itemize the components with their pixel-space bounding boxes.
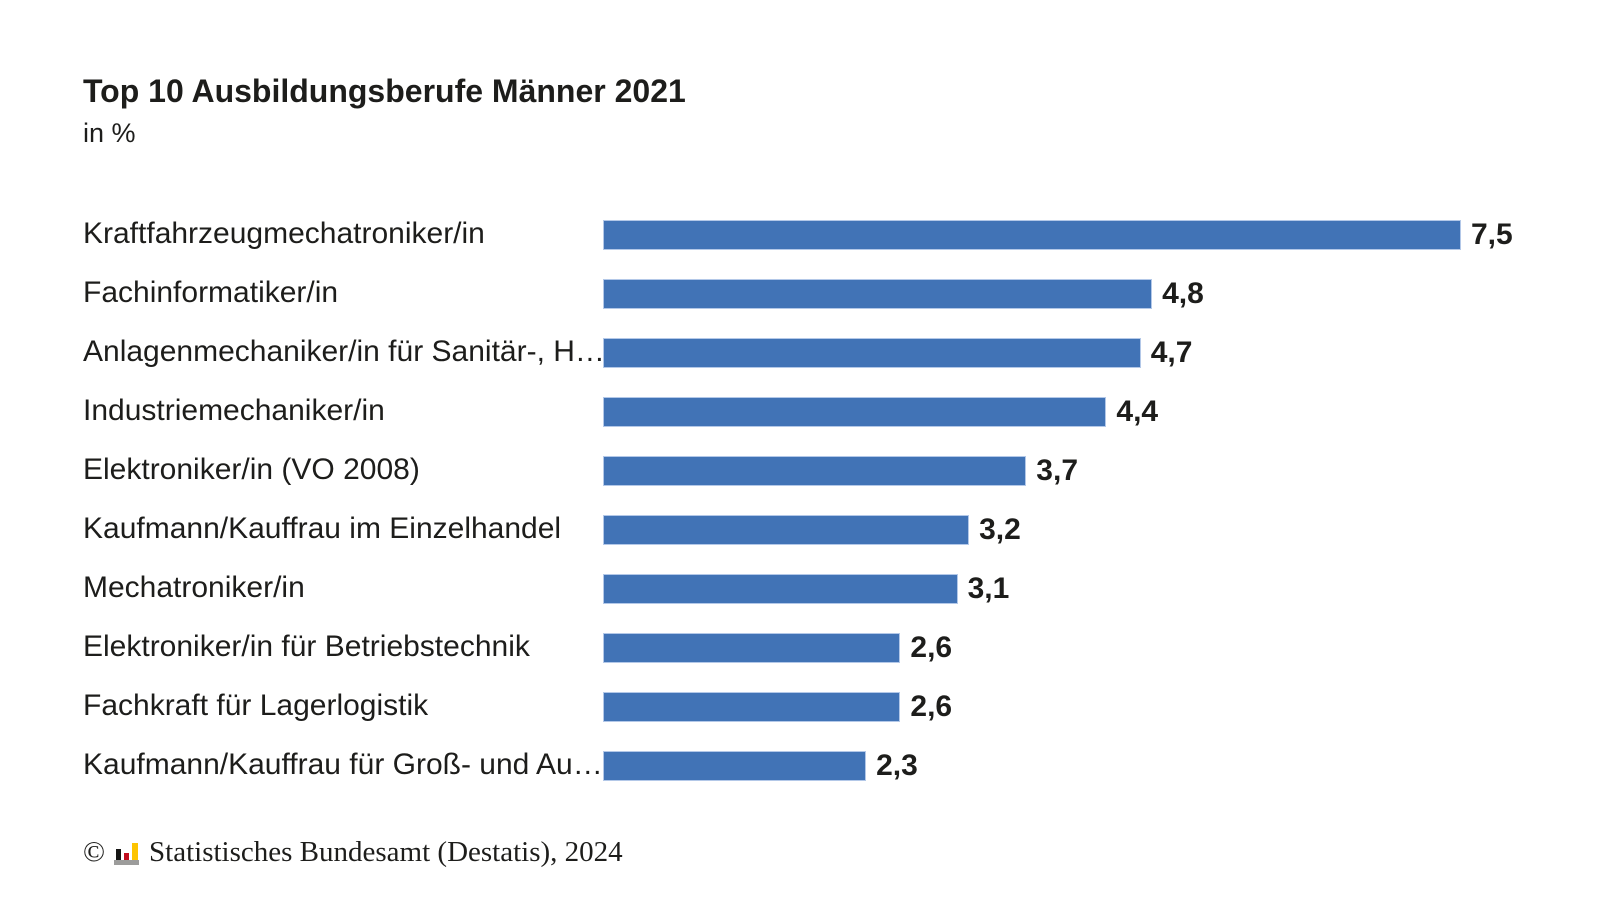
- bar[interactable]: [603, 573, 958, 604]
- value-label: 3,1: [967, 571, 1010, 605]
- bar[interactable]: [603, 691, 901, 722]
- bar-track: 4,8: [603, 276, 1563, 310]
- bar-track: 4,7: [603, 335, 1563, 369]
- logo-red-bar: [124, 853, 130, 861]
- category-label: Fachinformatiker/in: [83, 276, 339, 310]
- logo-base-bar: [114, 860, 140, 866]
- bar-chart: Kraftfahrzeugmechatroniker/in 7,5 Fachinfo…: [83, 205, 1563, 795]
- category-label: Elektroniker/in für Betriebstechnik: [83, 630, 530, 664]
- category-label: Kaufmann/Kauffrau im Einzelhandel: [83, 512, 562, 546]
- category-label: Mechatroniker/in: [83, 571, 305, 605]
- chart-subtitle: in %: [83, 118, 136, 148]
- category-label: Fachkraft für Lagerlogistik: [83, 689, 429, 723]
- bar-track: 3,2: [603, 512, 1563, 546]
- bar[interactable]: [603, 278, 1153, 309]
- bar-track: 2,6: [603, 630, 1563, 664]
- value-label: 4,8: [1162, 276, 1204, 310]
- chart-title: Top 10 Ausbildungsberufe Männer 2021: [83, 73, 686, 109]
- value-label: 3,2: [979, 512, 1021, 546]
- category-label: Industriemechaniker/in: [83, 394, 385, 428]
- bar-track: 3,1: [603, 571, 1563, 605]
- logo-gold-bar: [132, 843, 139, 861]
- bar-track: 2,6: [603, 689, 1563, 723]
- bar-track: 3,7: [603, 453, 1563, 487]
- category-label: Kaufmann/Kauffrau für Groß- und Au…: [83, 748, 603, 782]
- bar-row: Mechatroniker/in 3,1: [83, 559, 1563, 618]
- category-label: Kraftfahrzeugmechatroniker/in: [83, 217, 485, 251]
- bar[interactable]: [603, 750, 867, 781]
- bar[interactable]: [603, 455, 1027, 486]
- value-label: 2,6: [910, 689, 953, 723]
- source-text: Statistisches Bundesamt (Destatis), 2024: [149, 836, 623, 868]
- bar[interactable]: [603, 219, 1461, 250]
- bar-row: Fachinformatiker/in 4,8: [83, 264, 1563, 323]
- bar-row: Kaufmann/Kauffrau für Groß- und Au… 2,3: [83, 736, 1563, 795]
- bar[interactable]: [603, 632, 901, 663]
- bar-row: Elektroniker/in für Betriebstechnik 2,6: [83, 618, 1563, 677]
- value-label: 2,6: [910, 630, 953, 664]
- bar-row: Kaufmann/Kauffrau im Einzelhandel 3,2: [83, 500, 1563, 559]
- source-line: © Statistisches Bundesamt (Destatis), 20…: [83, 836, 623, 869]
- logo-black-bar: [116, 849, 122, 861]
- destatis-logo-icon: [114, 840, 140, 866]
- value-label: 2,3: [876, 748, 918, 782]
- bar[interactable]: [603, 514, 970, 545]
- bar-track: 4,4: [603, 394, 1563, 428]
- value-label: 7,5: [1471, 217, 1513, 251]
- category-label: Elektroniker/in (VO 2008): [83, 453, 420, 487]
- bar-row: Anlagenmechaniker/in für Sanitär-, H… 4,7: [83, 323, 1563, 382]
- bar-track: 2,3: [603, 748, 1563, 782]
- value-label: 4,4: [1116, 394, 1159, 428]
- bar[interactable]: [603, 396, 1107, 427]
- bar[interactable]: [603, 337, 1141, 368]
- bar-track: 7,5: [603, 217, 1563, 251]
- copyright-symbol: ©: [83, 836, 106, 868]
- bar-row: Kraftfahrzeugmechatroniker/in 7,5: [83, 205, 1563, 264]
- bar-row: Fachkraft für Lagerlogistik 2,6: [83, 677, 1563, 736]
- bar-row: Elektroniker/in (VO 2008) 3,7: [83, 441, 1563, 500]
- value-label: 3,7: [1036, 453, 1079, 487]
- category-label: Anlagenmechaniker/in für Sanitär-, H…: [83, 335, 603, 369]
- bar-row: Industriemechaniker/in 4,4: [83, 382, 1563, 441]
- value-label: 4,7: [1150, 335, 1193, 369]
